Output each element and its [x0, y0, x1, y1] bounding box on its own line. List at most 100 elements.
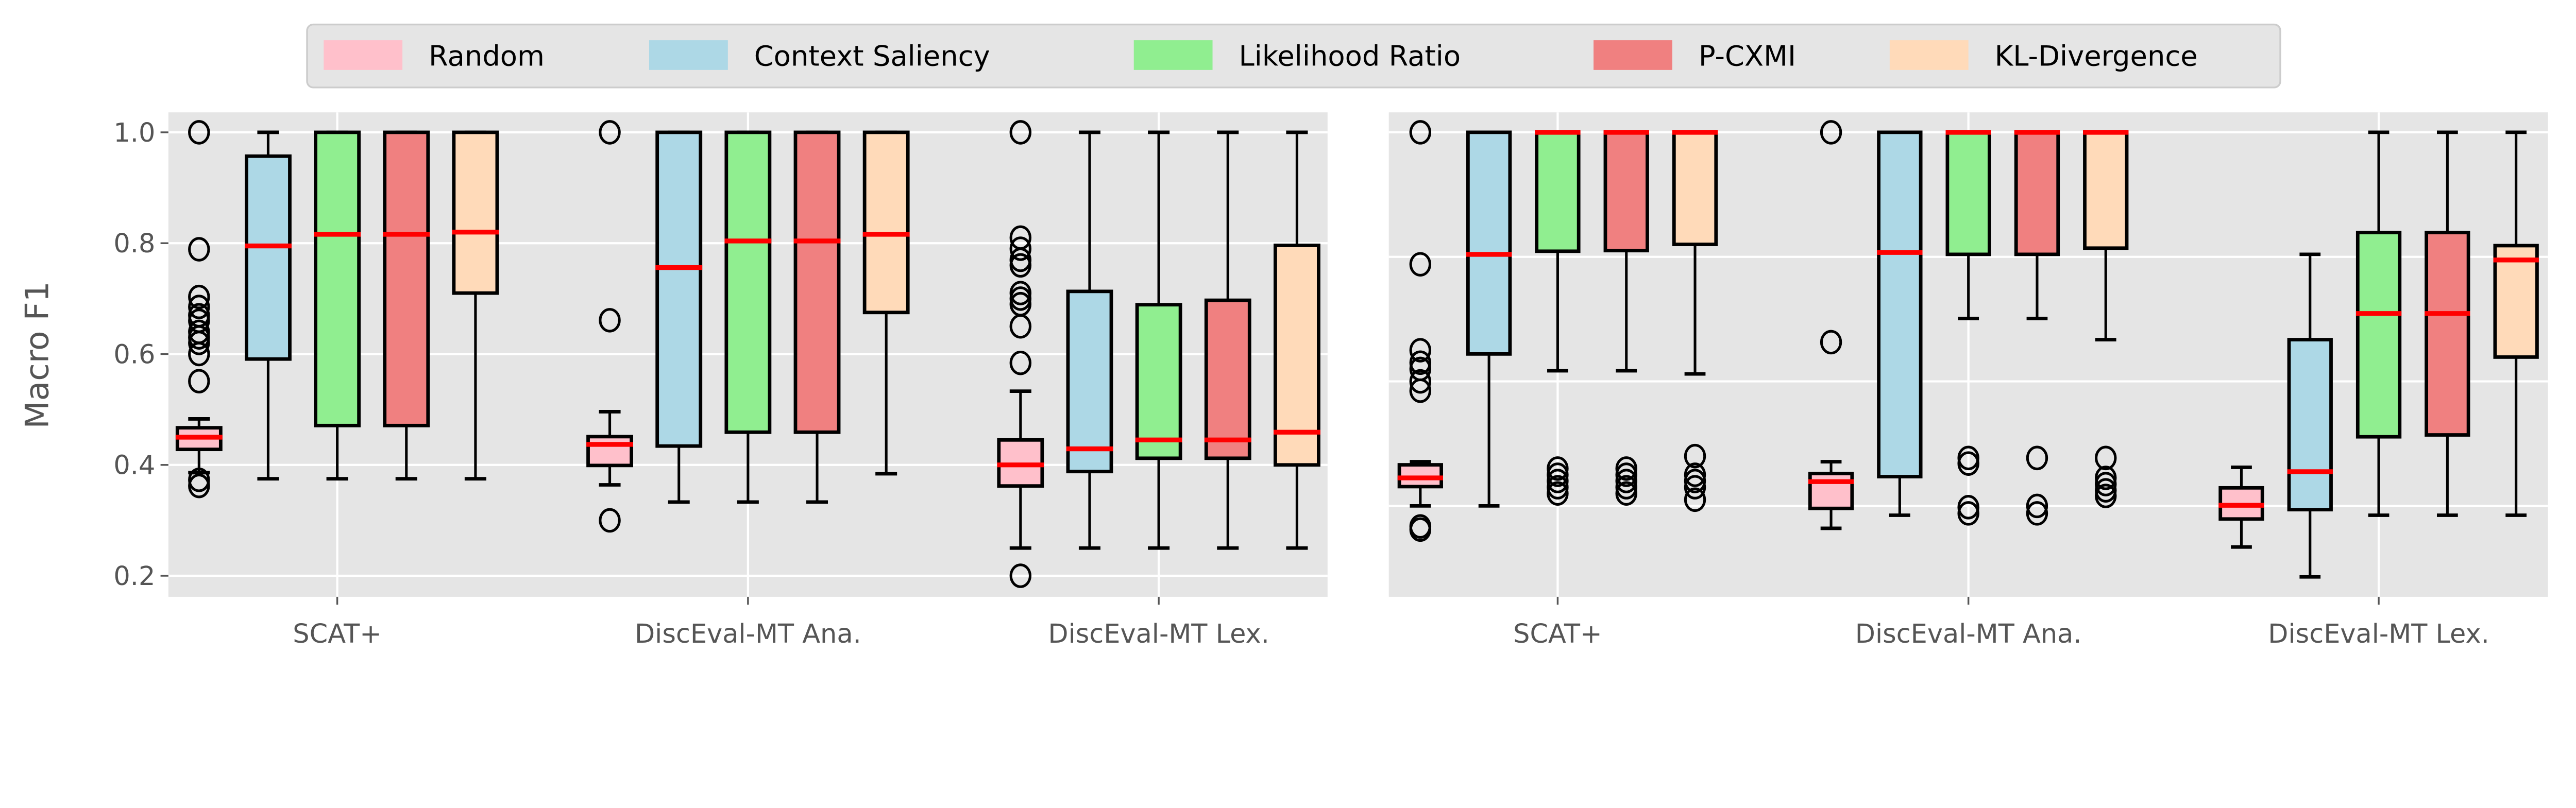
box-random	[175, 120, 223, 498]
outlier-point	[1684, 469, 1706, 493]
box-body	[1808, 472, 1854, 510]
legend-label: KL-Divergence	[1995, 40, 2198, 72]
outlier-point	[1615, 481, 1637, 506]
outlier-point	[1615, 462, 1637, 487]
box-body	[2493, 244, 2539, 359]
y-tick-label: 0.2	[113, 561, 155, 592]
outlier-point	[188, 237, 210, 262]
box-body	[724, 130, 772, 434]
panel-left: 0.2 0.4 0.6 0.8 1.0 SCAT+ DiscEval-MT Ana. Disc…	[113, 112, 1328, 649]
box-likelihood-ratio	[1135, 130, 1182, 550]
outlier-point	[1009, 563, 1032, 588]
outlier-point	[1547, 481, 1569, 506]
outlier-point	[2095, 466, 2117, 490]
box-likelihood-ratio	[314, 130, 361, 481]
outlier-point	[1957, 451, 1979, 476]
outlier-point	[188, 331, 210, 355]
x-tick-label: DiscEval-MT Lex.	[1048, 619, 1269, 649]
panel-right: SCAT+ DiscEval-MT Ana. DiscEval-MT Lex.	[1388, 112, 2548, 649]
outlier-point	[2026, 501, 2048, 526]
box-context-saliency	[1877, 130, 1923, 517]
outlier-point	[2026, 445, 2048, 471]
outlier-point	[188, 120, 210, 145]
outlier-point	[1009, 253, 1032, 278]
outlier-point	[1684, 487, 1706, 512]
outlier-point	[1820, 120, 1842, 145]
box-body	[383, 130, 430, 427]
outlier-point	[1820, 330, 1842, 355]
outlier-point	[1409, 350, 1432, 375]
box-body	[655, 130, 703, 448]
box-body	[862, 130, 910, 315]
x-tick-label: DiscEval-MT Ana.	[635, 619, 861, 649]
legend-item: Random	[324, 40, 545, 72]
outlier-point	[1409, 378, 1432, 403]
box-kl-divergence	[2083, 130, 2129, 508]
x-tick-label: DiscEval-MT Lex.	[2268, 619, 2489, 649]
box-random	[2218, 466, 2264, 549]
box-likelihood-ratio	[724, 130, 772, 504]
box-body	[1135, 303, 1182, 460]
legend-item: Context Saliency	[649, 40, 990, 72]
box-p-cxmi	[1603, 130, 1649, 506]
box-body	[2355, 231, 2402, 439]
outlier-point	[2095, 445, 2117, 471]
box-body	[2425, 231, 2470, 437]
box-kl-divergence	[1273, 130, 1320, 550]
box-body	[2287, 338, 2333, 512]
legend-item: Likelihood Ratio	[1133, 40, 1461, 72]
outlier-point	[188, 473, 210, 498]
box-body	[1466, 130, 1512, 356]
outlier-point	[1957, 501, 1979, 526]
box-p-cxmi	[383, 130, 430, 481]
outlier-point	[1547, 469, 1569, 493]
outlier-point	[1409, 517, 1432, 542]
outlier-point	[1009, 120, 1032, 145]
outlier-point	[188, 295, 210, 319]
box-context-saliency	[1066, 130, 1113, 550]
outlier-point	[1615, 475, 1637, 500]
legend-item: P-CXMI	[1594, 40, 1796, 72]
outlier-point	[599, 120, 621, 145]
box-body	[1603, 130, 1649, 253]
outlier-point	[2026, 493, 2048, 519]
legend-swatch	[1889, 40, 1969, 70]
box-body	[1672, 130, 1718, 246]
legend: Random Context Saliency Likelihood Ratio P-…	[306, 23, 2281, 89]
outlier-point	[1409, 338, 1432, 363]
legend-label: Likelihood Ratio	[1239, 40, 1461, 72]
y-tick-label: 0.4	[113, 451, 155, 481]
box-random	[997, 120, 1044, 588]
box-context-saliency	[1466, 130, 1512, 508]
box-p-cxmi	[2014, 130, 2060, 526]
outlier-point	[1957, 495, 1979, 520]
legend-swatch	[649, 40, 728, 70]
box-body	[793, 130, 841, 434]
outlier-point	[1409, 369, 1432, 394]
outlier-point	[1684, 462, 1706, 487]
y-tick-label: 0.8	[113, 229, 155, 259]
box-body	[586, 435, 633, 468]
box-body	[1877, 130, 1923, 478]
legend-swatch	[1133, 40, 1213, 70]
legend-label: Random	[429, 40, 545, 72]
legend-frame	[306, 23, 2281, 89]
x-tick-label: SCAT+	[1513, 619, 1602, 649]
outlier-point	[1547, 462, 1569, 487]
outlier-point	[1409, 252, 1432, 277]
legend-swatch	[324, 40, 403, 70]
box-kl-divergence	[862, 130, 910, 476]
box-likelihood-ratio	[1945, 130, 1991, 526]
box-body	[314, 130, 361, 427]
box-body	[1066, 289, 1113, 474]
legend-label: Context Saliency	[754, 40, 990, 72]
box-likelihood-ratio	[2355, 130, 2402, 517]
outlier-point	[2095, 484, 2117, 508]
box-context-saliency	[2287, 252, 2333, 579]
box-body	[245, 154, 292, 361]
box-body	[2014, 130, 2060, 256]
outlier-point	[1009, 236, 1032, 261]
outlier-point	[1409, 120, 1432, 145]
outlier-point	[1615, 469, 1637, 493]
outlier-point	[599, 308, 621, 333]
